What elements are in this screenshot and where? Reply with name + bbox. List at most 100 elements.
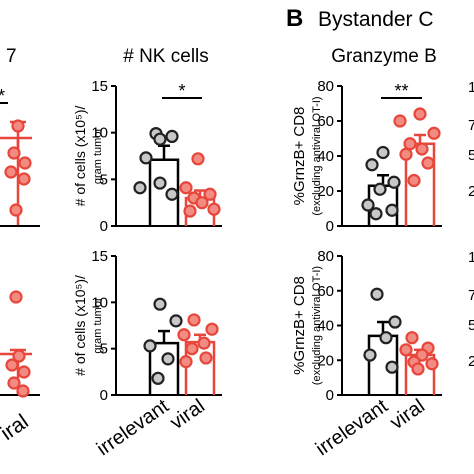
data-point xyxy=(379,331,393,345)
data-point xyxy=(427,126,441,140)
y-axis-label: %GrnzB+ CD8 (excluding antiviral OT-I) xyxy=(291,96,323,215)
y-tick-label: 0 xyxy=(326,218,334,235)
data-point xyxy=(415,142,429,156)
panel-b-title: Bystander C xyxy=(318,8,434,31)
left-point xyxy=(11,119,25,133)
data-point xyxy=(133,181,147,195)
edge-tick-label: 7 xyxy=(468,287,474,304)
edge-tick-label: 2 xyxy=(468,353,474,370)
y-tick-label: 60 xyxy=(317,283,334,300)
data-point xyxy=(425,357,439,371)
data-point xyxy=(415,348,429,362)
panel-b-letter: B xyxy=(286,5,303,32)
significance-label: * xyxy=(178,81,185,101)
data-point xyxy=(421,156,435,170)
y-tick-label: 80 xyxy=(317,248,334,265)
y-tick-label: 15 xyxy=(91,248,108,265)
data-point xyxy=(370,287,384,301)
y-axis-label-line: %GrnzB+ CD8 xyxy=(291,276,308,375)
data-point xyxy=(399,343,413,357)
data-point xyxy=(388,315,402,329)
x-tick-label: viral xyxy=(166,395,209,434)
y-tick-label: 60 xyxy=(317,113,334,130)
edge-tick-label: 5 xyxy=(468,147,474,164)
x-tick-label: irrelevant xyxy=(93,395,173,460)
x-tick-label: irrelevant xyxy=(312,395,392,460)
y-axis-label-line: (excluding antiviral OT-I) xyxy=(311,266,323,385)
edge-tick-label: 7 xyxy=(468,117,474,134)
bar-irrelevant xyxy=(148,341,180,395)
y-tick-label: 80 xyxy=(317,78,334,95)
data-point xyxy=(385,360,399,374)
data-point xyxy=(153,176,167,190)
data-point xyxy=(361,198,375,212)
y-tick-label: 5 xyxy=(100,171,108,188)
data-point xyxy=(203,187,217,201)
chart-2: 0 20 40 60 80%GrnzB+ CD8 (excluding antiviral… xyxy=(291,78,442,235)
data-point xyxy=(191,152,205,166)
data-point xyxy=(369,207,383,221)
left-point xyxy=(16,384,30,398)
y-tick-label: 40 xyxy=(317,318,334,335)
data-point xyxy=(199,351,213,365)
y-axis-label: # of cells (x10⁵)/ gram tumor xyxy=(72,275,104,376)
y-axis-label-line: # of cells (x10⁵)/ xyxy=(72,106,88,207)
y-axis-label: # of cells (x10⁵)/ gram tumor xyxy=(72,106,104,207)
data-point xyxy=(376,145,390,160)
data-point xyxy=(399,147,413,161)
edge-tick-label: 5 xyxy=(468,317,474,334)
significance-label: ** xyxy=(394,81,408,101)
left-point xyxy=(17,365,31,379)
data-point xyxy=(165,187,179,201)
data-point xyxy=(393,114,407,128)
y-axis-label-line: gram tumor xyxy=(92,128,104,185)
data-point xyxy=(207,202,221,216)
y-axis-label-line: %GrnzB+ CD8 xyxy=(291,107,308,206)
data-point xyxy=(385,203,399,217)
data-point xyxy=(179,181,193,195)
left-fragment: * iral xyxy=(0,86,40,445)
y-tick-label: 0 xyxy=(326,387,334,404)
left-point xyxy=(12,349,26,363)
data-point xyxy=(169,314,183,328)
left-point xyxy=(9,203,23,217)
data-point xyxy=(411,362,425,376)
edge-tick-label: 2 xyxy=(468,183,474,200)
data-point xyxy=(403,137,417,151)
data-point xyxy=(183,204,197,218)
data-point xyxy=(205,322,219,336)
x-tick-label: viral xyxy=(386,395,429,434)
data-point xyxy=(139,151,153,165)
y-axis-label-line: gram tumor xyxy=(92,297,104,354)
data-point xyxy=(143,339,157,353)
data-point xyxy=(153,297,167,311)
data-point xyxy=(151,371,165,385)
data-point xyxy=(197,336,211,350)
y-axis-label-line: # of cells (x10⁵)/ xyxy=(72,275,88,376)
left-point xyxy=(18,156,32,170)
chart-1: 0 5 10 15# of cells (x10⁵)/ gram tumor irrele… xyxy=(72,248,222,460)
data-point xyxy=(153,132,167,146)
data-point xyxy=(373,182,387,196)
chart-0: 0 5 10 15# of cells (x10⁵)/ gram tumor * xyxy=(72,78,222,235)
data-point xyxy=(195,196,209,210)
y-tick-label: 20 xyxy=(317,352,334,369)
data-point xyxy=(161,352,175,366)
y-tick-label: 5 xyxy=(100,341,108,358)
left-fragment-xlabel: iral xyxy=(0,410,33,445)
left-point xyxy=(9,290,23,304)
data-point xyxy=(165,129,179,143)
y-tick-label: 10 xyxy=(91,294,108,311)
edge-tick-label: 10 xyxy=(468,79,474,96)
y-tick-label: 10 xyxy=(91,125,108,142)
data-point xyxy=(405,331,419,345)
y-tick-label: 40 xyxy=(317,148,334,165)
data-point xyxy=(187,313,201,327)
chart-nk-title: # NK cells xyxy=(123,46,209,67)
y-tick-label: 20 xyxy=(317,183,334,200)
y-axis-label: %GrnzB+ CD8 (excluding antiviral OT-I) xyxy=(291,266,323,385)
data-point xyxy=(177,328,191,342)
data-point xyxy=(365,158,379,172)
